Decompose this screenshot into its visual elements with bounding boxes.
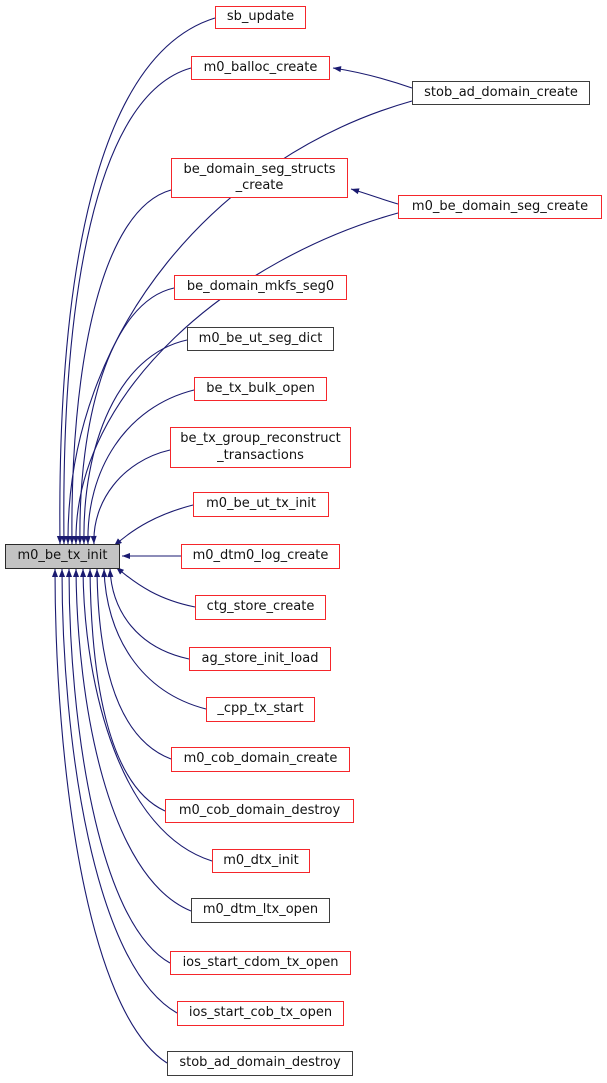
node-be_domain_seg_structs_create[interactable]: be_domain_seg_structs _create bbox=[171, 158, 348, 198]
edge bbox=[80, 339, 188, 545]
edge-group bbox=[51, 17, 413, 1064]
node-m0_be_ut_tx_init[interactable]: m0_be_ut_tx_init bbox=[193, 492, 329, 517]
node-be_domain_mkfs_seg0[interactable]: be_domain_mkfs_seg0 bbox=[174, 275, 347, 300]
node-m0_balloc_create[interactable]: m0_balloc_create bbox=[191, 56, 330, 80]
node-m0_be_tx_init-focus: m0_be_tx_init bbox=[5, 544, 120, 569]
edge bbox=[113, 504, 194, 547]
edge bbox=[51, 568, 168, 1064]
edge bbox=[80, 568, 213, 862]
edge bbox=[65, 568, 171, 964]
edge bbox=[115, 566, 196, 608]
node-m0_dtm_ltx_open[interactable]: m0_dtm_ltx_open bbox=[191, 898, 330, 923]
node-m0_be_domain_seg_create[interactable]: m0_be_domain_seg_create bbox=[398, 195, 602, 219]
node-m0_be_ut_seg_dict[interactable]: m0_be_ut_seg_dict bbox=[187, 327, 334, 351]
edge bbox=[58, 568, 178, 1014]
node-m0_cob_domain_destroy[interactable]: m0_cob_domain_destroy bbox=[165, 799, 354, 823]
node-be_tx_bulk_open[interactable]: be_tx_bulk_open bbox=[194, 377, 327, 401]
node-stob_ad_domain_destroy[interactable]: stob_ad_domain_destroy bbox=[167, 1051, 353, 1076]
edge bbox=[350, 188, 399, 205]
edge bbox=[94, 568, 172, 760]
node-ag_store_init_load[interactable]: ag_store_init_load bbox=[189, 647, 331, 671]
edge bbox=[72, 212, 399, 545]
edge bbox=[332, 66, 413, 89]
node-ios_start_cob_tx_open[interactable]: ios_start_cob_tx_open bbox=[177, 1001, 344, 1026]
node-be_tx_group_reconstruct_transactions[interactable]: be_tx_group_reconstruct _transactions bbox=[170, 427, 351, 468]
node-_cpp_tx_start[interactable]: _cpp_tx_start bbox=[206, 697, 315, 722]
edge bbox=[90, 449, 171, 545]
edge bbox=[87, 568, 166, 812]
edge bbox=[107, 568, 190, 660]
node-m0_cob_domain_create[interactable]: m0_cob_domain_create bbox=[171, 747, 350, 772]
edge bbox=[76, 287, 175, 545]
edge bbox=[84, 389, 195, 545]
node-ios_start_cdom_tx_open[interactable]: ios_start_cdom_tx_open bbox=[170, 951, 351, 975]
edge bbox=[73, 568, 192, 912]
node-stob_ad_domain_create[interactable]: stob_ad_domain_create bbox=[412, 81, 590, 105]
edge bbox=[64, 100, 413, 545]
edge bbox=[68, 189, 172, 545]
edge bbox=[56, 17, 216, 545]
node-m0_dtm0_log_create[interactable]: m0_dtm0_log_create bbox=[181, 544, 340, 569]
edge bbox=[101, 568, 207, 710]
node-ctg_store_create[interactable]: ctg_store_create bbox=[195, 595, 326, 620]
node-sb_update[interactable]: sb_update bbox=[215, 6, 306, 29]
edge bbox=[60, 67, 192, 545]
node-m0_dtx_init[interactable]: m0_dtx_init bbox=[212, 849, 310, 873]
